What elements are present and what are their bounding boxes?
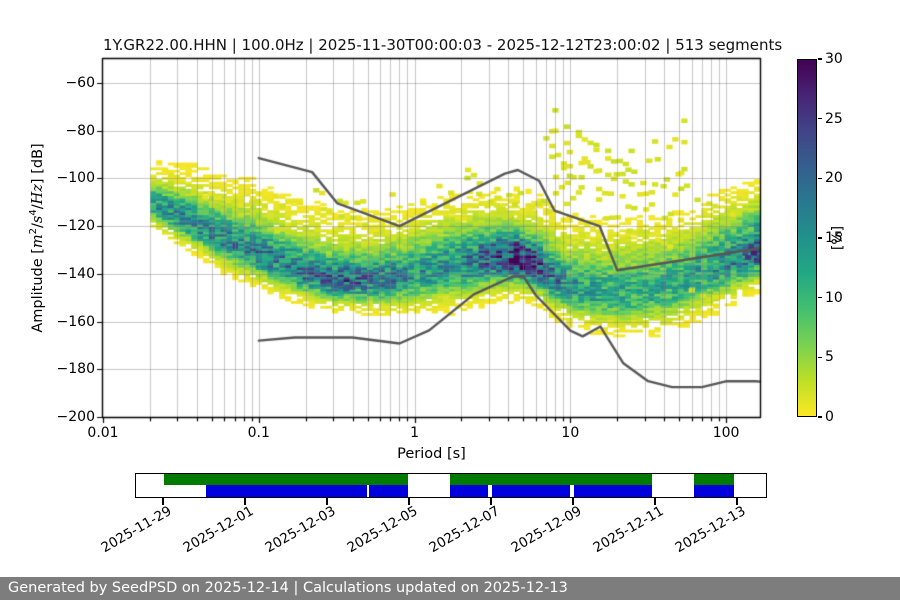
x-tick-label: 100: [712, 425, 740, 441]
x-axis-label: Period [s]: [397, 446, 466, 462]
footer-text: Generated by SeedPSD on 2025-12-14 | Cal…: [8, 580, 568, 596]
x-tick-label: 0.1: [247, 425, 270, 441]
coverage-tick-mark: [572, 498, 574, 505]
plot-title: 1Y.GR22.00.HHN | 100.0Hz | 2025-11-30T00…: [103, 36, 783, 54]
coverage-data-segment: [369, 484, 409, 497]
y-tick-label: −200: [56, 409, 95, 425]
colorbar-tick-mark: [818, 58, 822, 60]
y-tick-label: −60: [65, 74, 95, 91]
y-axis-label: Amplitude [m2/s4/Hz] [dB]: [28, 38, 48, 438]
x-tick-label: 0.01: [87, 425, 119, 441]
coverage-tick-mark: [408, 498, 410, 505]
colorbar-tick-label: 15: [825, 230, 843, 246]
colorbar-tick-mark: [818, 416, 822, 418]
y-tick-label: −100: [56, 170, 95, 187]
coverage-tick-mark: [654, 498, 656, 505]
colorbar-tick-label: 20: [825, 170, 843, 187]
colorbar-tick-mark: [818, 356, 822, 359]
y-tick-label: −140: [56, 265, 95, 282]
y-axis-label-part: 4: [28, 209, 39, 216]
coverage-available-segment: [163, 474, 409, 485]
colorbar-tick-label: 30: [825, 51, 843, 67]
colorbar-tick-label: 10: [825, 289, 843, 306]
coverage-tick-mark: [490, 498, 492, 505]
coverage-tick-mark: [736, 498, 738, 505]
colorbar-tick-label: 0: [825, 409, 834, 425]
colorbar-label: [%]: [830, 225, 846, 251]
y-tick-label: −180: [56, 361, 95, 378]
x-tick-label: 10: [561, 425, 580, 441]
colorbar-tick-label: 5: [825, 349, 834, 366]
x-tick-label: 1: [410, 425, 419, 441]
colorbar-tick-mark: [818, 177, 822, 180]
coverage-tick-mark: [326, 498, 328, 505]
coverage-data-segment: [491, 484, 570, 497]
y-tick-label: −80: [65, 122, 95, 139]
coverage-tick-mark: [162, 498, 164, 505]
colorbar-tick-mark: [818, 296, 822, 299]
colorbar-tick-mark: [818, 117, 822, 120]
footer-bar: Generated by SeedPSD on 2025-12-14 | Cal…: [0, 577, 900, 600]
coverage-data-segment: [694, 484, 735, 497]
y-axis-label-part: m: [29, 234, 46, 249]
y-tick-label: −120: [56, 218, 95, 235]
colorbar: [797, 59, 817, 417]
coverage-data-segment: [449, 484, 488, 497]
y-axis-label-part: /: [29, 204, 46, 210]
y-axis-label-part: Hz: [29, 184, 46, 205]
coverage-available-segment: [449, 474, 653, 485]
coverage-bar: [135, 473, 767, 498]
coverage-data-segment: [205, 484, 368, 497]
coverage-tick-mark: [244, 498, 246, 505]
coverage-available-segment: [694, 474, 735, 485]
colorbar-tick-label: 25: [825, 110, 843, 127]
colorbar-tick-mark: [818, 237, 822, 239]
y-tick-label: −160: [56, 313, 95, 330]
coverage-data-segment: [573, 484, 653, 497]
